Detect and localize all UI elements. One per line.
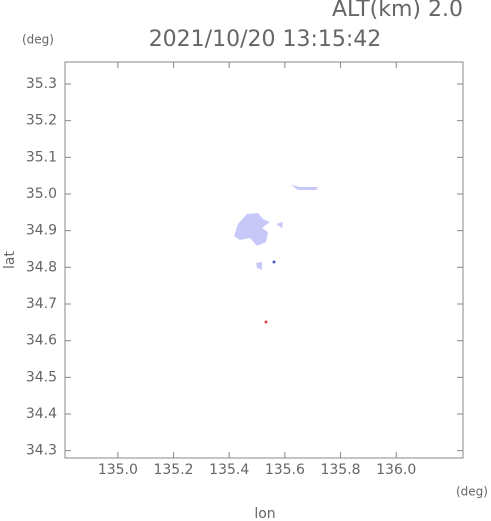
plot-frame: [64, 61, 464, 459]
y-tick-label: 34.3: [26, 443, 57, 459]
echo-area: [291, 185, 318, 190]
y-tick-label: 34.9: [26, 223, 57, 239]
x-tick-label: 136.0: [376, 462, 416, 478]
echo-area: [256, 262, 262, 270]
x-tick-label: 135.0: [98, 462, 138, 478]
y-tick-label: 34.7: [26, 296, 57, 312]
x-unit: (deg): [456, 485, 488, 499]
y-tick-label: 34.6: [26, 333, 57, 349]
echo-area: [234, 213, 270, 246]
y-tick-label: 35.3: [26, 76, 57, 92]
y-tick-label: 35.1: [26, 149, 57, 165]
altitude-label: ALT(km) 2.0: [332, 0, 463, 22]
y-unit: (deg): [22, 33, 54, 47]
y-tick-label: 35.0: [26, 186, 57, 202]
x-axis-label: lon: [254, 506, 275, 521]
y-axis-label: lat: [2, 251, 18, 269]
echo-area: [276, 222, 283, 228]
y-tick-label: 35.2: [26, 113, 57, 129]
echo-areas: [234, 185, 318, 324]
chart-title: 2021/10/20 13:15:42: [149, 27, 382, 52]
echo-point: [272, 260, 276, 264]
y-tick-label: 34.4: [26, 406, 57, 422]
y-tick-label: 34.8: [26, 259, 57, 275]
x-tick-label: 135.8: [320, 462, 360, 478]
echo-point: [264, 320, 268, 324]
x-tick-label: 135.6: [265, 462, 305, 478]
y-tick-label: 34.5: [26, 369, 57, 385]
x-tick-label: 135.2: [153, 462, 193, 478]
x-tick-label: 135.4: [209, 462, 249, 478]
